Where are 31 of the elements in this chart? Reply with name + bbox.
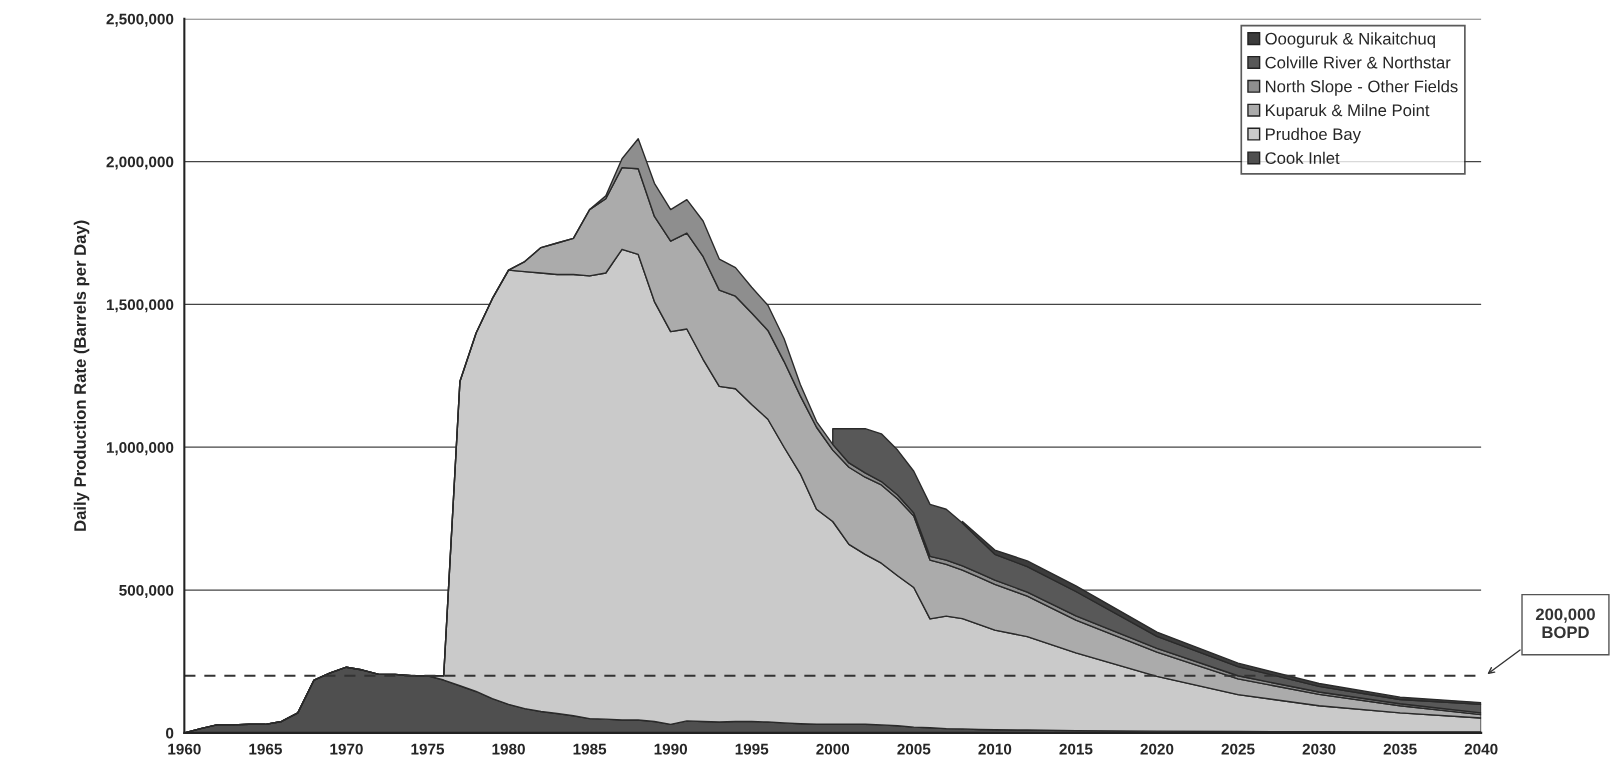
legend-label: Colville River & Northstar (1265, 56, 1451, 69)
x-tick-label: 2035 (1383, 743, 1417, 755)
y-tick-label: 1,000,000 (106, 442, 174, 456)
legend-label: Cook Inlet (1265, 151, 1340, 164)
x-tick-label: 2005 (897, 743, 931, 755)
x-tick-label: 1980 (492, 743, 525, 755)
legend-label: Oooguruk & Nikaitchuq (1265, 32, 1435, 48)
x-tick-label: 1960 (168, 743, 201, 755)
x-tick-label: 1970 (330, 743, 363, 755)
ref-line-label: 200,000 BOPD (1535, 608, 1595, 639)
y-tick-label: 2,500,000 (106, 13, 174, 27)
x-tick-label: 1995 (735, 743, 769, 755)
x-tick-label: 2010 (978, 743, 1012, 755)
x-tick-label: 1965 (249, 743, 282, 755)
x-tick-label: 2015 (1059, 743, 1093, 755)
x-tick-label: 2020 (1140, 743, 1174, 755)
legend-label: Kuparuk & Milne Point (1265, 103, 1430, 120)
y-axis-title: Daily Production Rate (Barrels per Day) (73, 220, 90, 531)
x-tick-label: 1975 (411, 743, 445, 755)
x-tick-label: 1990 (654, 743, 688, 755)
x-tick-label: 2040 (1464, 743, 1498, 755)
x-tick-label: 2025 (1221, 743, 1255, 755)
y-tick-label: 0 (166, 727, 174, 739)
x-tick-label: 2030 (1302, 743, 1336, 755)
y-tick-label: 1,500,000 (106, 299, 174, 313)
x-tick-label: 1985 (573, 743, 607, 755)
y-tick-label: 500,000 (119, 584, 174, 598)
y-tick-label: 2,000,000 (106, 156, 174, 170)
legend-label: North Slope - Other Fields (1265, 80, 1458, 96)
legend-label: Prudhoe Bay (1265, 127, 1361, 144)
x-tick-label: 2000 (816, 743, 850, 755)
